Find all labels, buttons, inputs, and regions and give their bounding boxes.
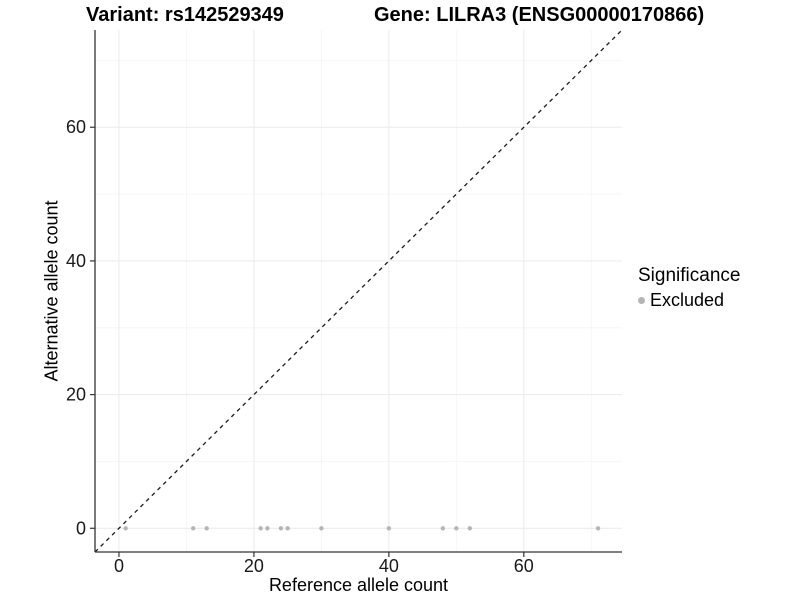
legend: Significance Excluded [638, 265, 740, 310]
data-point [386, 526, 392, 531]
y-tick-label: 20 [66, 385, 86, 405]
excluded-point-icon [638, 296, 645, 304]
x-tick-label: 20 [244, 556, 264, 576]
y-tick-label: 0 [76, 518, 86, 538]
x-tick-label: 0 [114, 556, 124, 576]
data-point [285, 526, 290, 531]
y-tick-label: 60 [66, 117, 86, 137]
x-axis-label: Reference allele count [268, 575, 449, 595]
data-point [440, 526, 446, 531]
data-point [190, 526, 196, 531]
y-axis-label: Alternative allele count [41, 200, 62, 382]
plot-title-variant: Variant: rs142529349 [86, 4, 284, 26]
data-point [319, 526, 324, 531]
data-point [467, 526, 473, 531]
legend-item-excluded: Excluded [638, 290, 740, 310]
identity-dashed-line [94, 29, 623, 553]
data-point [265, 526, 270, 531]
x-tick-label: 60 [514, 556, 534, 576]
x-tick-label: 40 [379, 556, 399, 576]
data-point [123, 526, 128, 531]
data-point [204, 526, 209, 531]
data-point [258, 526, 263, 531]
data-point [454, 526, 459, 531]
plot-title-gene: Gene: LILRA3 (ENSG00000170866) [374, 4, 705, 26]
data-point [278, 526, 284, 531]
data-point [595, 526, 601, 531]
legend-title: Significance [638, 265, 741, 286]
y-tick-label: 40 [66, 251, 86, 271]
legend-item-label: Excluded [650, 290, 725, 310]
